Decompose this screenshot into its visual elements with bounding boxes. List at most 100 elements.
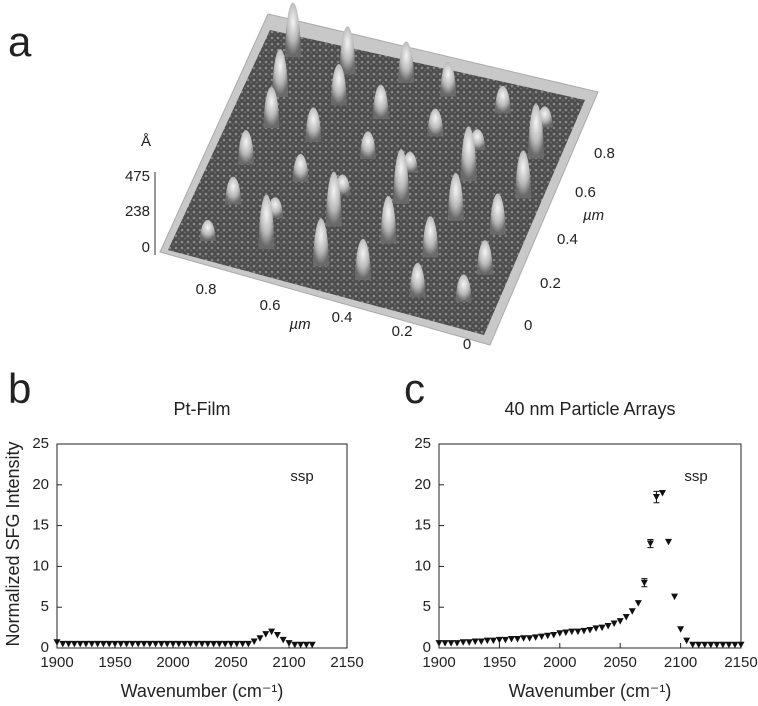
y-axis-label: Normalized SFG Intensity	[3, 441, 23, 646]
data-point	[221, 640, 229, 648]
data-point	[157, 640, 165, 648]
data-point	[94, 640, 102, 648]
x-tick-label: 2000	[156, 654, 189, 671]
afm-peak	[393, 149, 410, 204]
data-point	[580, 627, 588, 635]
data-point	[701, 641, 709, 649]
data-point	[117, 640, 125, 648]
data-point	[105, 640, 113, 648]
chart-title: Pt-Film	[174, 399, 231, 419]
x-tick-label: 2050	[214, 654, 247, 671]
plot-frame	[56, 443, 348, 649]
data-point	[532, 634, 540, 641]
data-point	[713, 641, 721, 649]
data-point	[297, 641, 305, 649]
afm-peak	[325, 171, 342, 227]
afm-peak	[380, 195, 397, 244]
data-point	[483, 637, 491, 645]
afm-peak	[272, 49, 289, 98]
data-point	[689, 641, 697, 649]
data-point	[628, 608, 636, 615]
y-tick-label: 0	[41, 639, 49, 656]
data-point	[465, 639, 473, 646]
annotation: ssp	[290, 468, 313, 485]
x-tick-label: 0.8	[196, 281, 217, 298]
afm-peak	[515, 150, 532, 199]
afm-peak	[237, 130, 254, 165]
data-point	[123, 640, 131, 648]
data-point	[181, 640, 189, 648]
annotation: ssp	[684, 468, 707, 485]
afm-peak	[330, 64, 347, 106]
data-point	[134, 640, 142, 648]
afm-image	[154, 2, 599, 346]
afm-peak	[263, 86, 280, 129]
x-tick-label: 0	[463, 336, 471, 353]
data-point	[215, 640, 223, 648]
data-point	[695, 641, 703, 649]
data-point	[707, 641, 715, 649]
data-point	[719, 641, 727, 649]
data-point	[495, 636, 503, 644]
x-tick-label: 1900	[422, 654, 455, 671]
afm-peak	[427, 108, 444, 137]
afm-peak	[313, 218, 330, 267]
data-point	[70, 640, 78, 648]
data-point	[111, 640, 119, 648]
y-tick-label: 10	[32, 557, 49, 574]
afm-peak	[305, 107, 322, 142]
x-tick-label: 2100	[664, 654, 697, 671]
data-point	[616, 618, 624, 625]
afm-peak	[440, 61, 457, 97]
data-point	[538, 633, 546, 641]
data-point	[514, 636, 522, 643]
data-point	[610, 620, 618, 628]
y-tick-label: 15	[32, 517, 49, 534]
y-tick-label: 0	[524, 317, 532, 334]
y-tick-label: 0.6	[575, 184, 596, 201]
afm-peak	[447, 173, 464, 222]
data-point	[447, 640, 455, 647]
panel-label: a	[8, 18, 32, 65]
x-tick-label: 2150	[724, 654, 757, 671]
data-point	[82, 640, 90, 648]
y-tick-label: 25	[414, 435, 431, 452]
data-point	[186, 640, 194, 648]
z-tick-label: 0	[142, 239, 150, 256]
y-tick-label: 10	[414, 557, 431, 574]
data-point	[291, 641, 299, 649]
y-tick-label: 5	[41, 598, 49, 615]
afm-peak	[354, 238, 371, 281]
data-point	[53, 639, 61, 646]
data-point	[302, 641, 310, 649]
panel-label: b	[8, 365, 31, 412]
data-point	[671, 593, 679, 601]
afm-peak	[225, 176, 242, 205]
x-tick-label: 2000	[543, 654, 576, 671]
afm-peak	[422, 216, 439, 258]
data-point	[128, 640, 136, 648]
data-point	[233, 640, 241, 648]
data-point	[586, 627, 594, 634]
data-point	[471, 638, 479, 645]
data-point	[574, 628, 582, 636]
data-point	[568, 628, 576, 636]
z-tick-label: 475	[125, 168, 150, 185]
data-point	[175, 640, 183, 648]
data-point	[634, 600, 642, 607]
afm-peak	[339, 26, 356, 75]
afm-peak	[460, 126, 477, 182]
data-point	[604, 622, 612, 630]
y-tick-label: 20	[32, 476, 49, 493]
x-tick-label: 2100	[272, 654, 305, 671]
x-tick-label: 2050	[604, 654, 637, 671]
z-unit: Å	[141, 133, 151, 150]
y-tick-label: 0.4	[557, 231, 578, 248]
afm-peak	[494, 85, 511, 114]
data-point	[665, 538, 673, 546]
x-tick-label: 2150	[330, 654, 363, 671]
data-point	[250, 638, 258, 645]
y-axis-label: µm	[583, 207, 604, 224]
data-point	[640, 579, 648, 587]
